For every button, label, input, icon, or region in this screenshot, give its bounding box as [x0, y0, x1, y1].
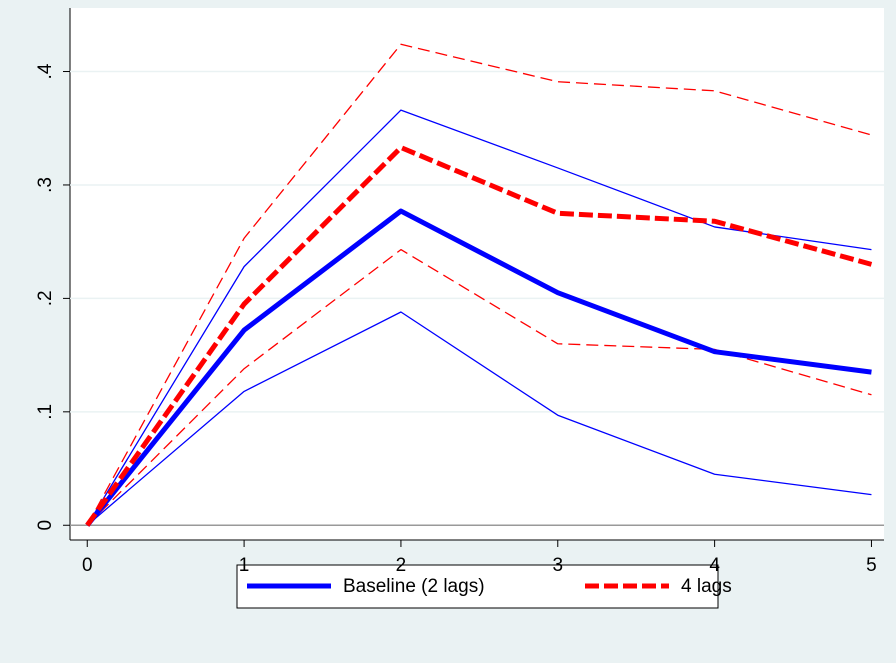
y-tick-label: .3 [35, 177, 56, 193]
legend-label: 4 lags [681, 576, 732, 597]
y-tick-label: .1 [35, 404, 56, 420]
plot-area [70, 8, 884, 540]
x-tick-label: 4 [709, 555, 720, 576]
series-line [85, 208, 872, 527]
x-tick-label: 0 [82, 555, 93, 576]
legend-label: Baseline (2 lags) [343, 576, 485, 597]
x-tick-label: 5 [866, 555, 877, 576]
upper-bound [86, 43, 872, 526]
y-tick-label: .4 [35, 63, 56, 79]
x-tick-label: 2 [396, 555, 407, 576]
y-tick-label: 0 [35, 520, 56, 531]
x-tick-label: 1 [239, 555, 250, 576]
series-line [85, 145, 873, 527]
x-tick-label: 3 [552, 555, 563, 576]
y-tick-label: .2 [35, 290, 56, 306]
lower-bound [86, 311, 872, 526]
